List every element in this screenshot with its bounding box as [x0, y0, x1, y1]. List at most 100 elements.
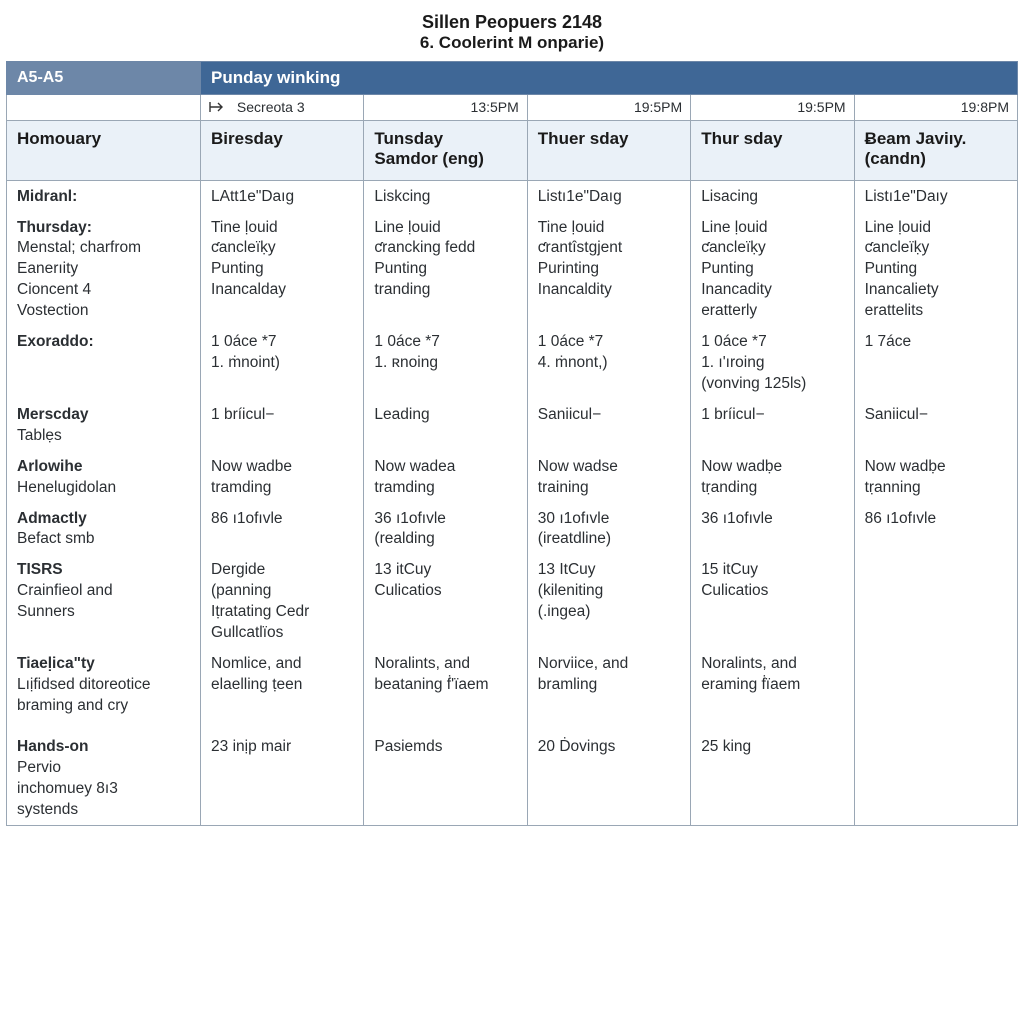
dayhdr-col5-l2: (candn) [865, 149, 1007, 169]
cell: 1 bríicul− [201, 399, 364, 451]
page-subtitle: 6. Coolerint M onparie) [6, 33, 1018, 53]
cell: LAtt1e"Daıg [201, 180, 364, 211]
cell-line: 13 itCuy [374, 560, 516, 581]
row-label-line: Befact smb [17, 529, 190, 550]
row-label-strong: Admactly [17, 509, 190, 530]
row-label-line: inchomuey 8ı3 [17, 779, 190, 800]
cell-line: (realding [374, 529, 516, 550]
cell-line: tṛanding [701, 478, 843, 499]
cell-line: (.ingea) [538, 602, 680, 623]
cell: Now wadḅetṛanding [691, 451, 854, 503]
row-label-line: Cioncent 4 [17, 280, 190, 301]
dayhdr-col2-l2: Samdor (eng) [374, 149, 516, 169]
row-label: MerscdayTablẹs [7, 399, 201, 451]
cell-line: 1 7áce [865, 332, 1007, 353]
cell: Line ḷouidƈancleïḳyPuntingInancalietyera… [854, 212, 1017, 327]
cell-line: Lisacing [701, 187, 843, 208]
cell: Leading [364, 399, 527, 451]
dayhdr-col5-l1: Ƀeam Javiıy. [865, 129, 967, 148]
banner-left: A5-A5 [7, 62, 201, 95]
row-label: Midranl: [7, 180, 201, 211]
cell-line: Now wadḅe [701, 457, 843, 478]
cell-line: 1 0áce *7 [374, 332, 516, 353]
row-label-strong: Midranl: [17, 187, 190, 208]
dayhdr-col1-l1: Biresday [211, 129, 283, 148]
cell-line: 1 bríicul− [211, 405, 353, 426]
row-label-strong: Hands-on [17, 737, 190, 758]
cell-line: (vonving 125ls) [701, 374, 843, 395]
cell-line: Iṭratating Cedr [211, 602, 353, 623]
cell-line: (kileniting [538, 581, 680, 602]
cell-line: 36 ı1ofıvle [701, 509, 843, 530]
time-col-3: 19:5PM [691, 95, 854, 121]
cell-line: eratterly [701, 301, 843, 322]
cell-line: Punting [701, 259, 843, 280]
cell-line: Listı1e"Daıg [538, 187, 680, 208]
cell: 1 0áce *71. ʀnoing [364, 326, 527, 399]
cell: 36 ı1ofıvle [691, 503, 854, 555]
cell: Line ḷouidƈancleïḳyPuntingInancadityerat… [691, 212, 854, 327]
row-label-strong: Exoraddo: [17, 332, 190, 353]
row-label-strong: Arlowihe [17, 457, 190, 478]
table-row: ArlowiheHenelugidolanNow wadbetramdingNo… [7, 451, 1018, 503]
cell: Now wadsetraining [527, 451, 690, 503]
cell-line: Punting [374, 259, 516, 280]
cell-line: Inancadity [701, 280, 843, 301]
tab-arrow-icon [209, 101, 225, 116]
row-label-line: Eanerıity [17, 259, 190, 280]
secreota-cell: Secreota 3 [201, 95, 364, 121]
cell-line: Inancaliety [865, 280, 1007, 301]
cell-line: tramding [374, 478, 516, 499]
table-row: MerscdayTablẹs 1 bríicul− Leading Saniicul−… [7, 399, 1018, 451]
cell-line: Line ḷouid [865, 218, 1007, 239]
banner-row: A5-A5 Punday winking [7, 62, 1018, 95]
cell-line: 20 Ḋovings [538, 737, 680, 758]
table-row: Thursday:Menstal; charfromEanerıityCionc… [7, 212, 1018, 327]
row-label: ArlowiheHenelugidolan [7, 451, 201, 503]
row-label-strong: TISRS [17, 560, 190, 581]
cell-line: LAtt1e"Daıg [211, 187, 353, 208]
row-label-line: systends [17, 800, 190, 821]
cell-line: Norviice, and [538, 654, 680, 675]
page-title: Sillen Peopuers 2148 [6, 12, 1018, 33]
dayhdr-col1: Biresday [201, 120, 364, 180]
cell [854, 721, 1017, 731]
cell [364, 721, 527, 731]
cell-line: 1. ı'ıroing [701, 353, 843, 374]
cell-line: ƈancleïḳy [701, 238, 843, 259]
times-row: Secreota 3 13:5PM 19:5PM 19:5PM 19:8PM [7, 95, 1018, 121]
cell-line: (panning [211, 581, 353, 602]
cell-line: Inancaldity [538, 280, 680, 301]
cell-line: 1. ʀnoing [374, 353, 516, 374]
row-label-strong: Tiaeḷicaʺty [17, 654, 190, 675]
cell-line: Listı1e"Daıy [865, 187, 1007, 208]
cell-line: Noralints, and [374, 654, 516, 675]
cell-line: training [538, 478, 680, 499]
row-label: TISRSCrainfieol andSunners [7, 554, 201, 648]
cell: Now wadeatramding [364, 451, 527, 503]
cell: Listı1e"Daıg [527, 180, 690, 211]
secreota-label: Secreota 3 [237, 99, 305, 115]
schedule-body: Midranl:LAtt1e"DaıgLiskcingListı1e"DaıgL… [7, 180, 1018, 825]
time-col-4: 19:8PM [854, 95, 1017, 121]
cell-line: 1 0áce *7 [701, 332, 843, 353]
cell: 1 0áce *74. ṁnont,) [527, 326, 690, 399]
cell: Saniicul− [854, 399, 1017, 451]
cell-line: tṛanning [865, 478, 1007, 499]
cell-line: ƈrancking fedd [374, 238, 516, 259]
cell: Dergide(panningIṭratating CedrGullcatlїo… [201, 554, 364, 648]
cell: Listı1e"Daıy [854, 180, 1017, 211]
cell-line: ƈrantîstgjent [538, 238, 680, 259]
cell: Nomlice, andelaelling ṭeen [201, 648, 364, 721]
cell-line: Now wadḅe [865, 457, 1007, 478]
cell: 1 bríicul− [691, 399, 854, 451]
cell-line: Saniicul− [538, 405, 680, 426]
cell-line: Punting [211, 259, 353, 280]
table-row [7, 721, 1018, 731]
cell-line: tranding [374, 280, 516, 301]
cell: Now wadbetramding [201, 451, 364, 503]
cell-line: Dergide [211, 560, 353, 581]
cell-line: (ireatdline) [538, 529, 680, 550]
dayhdr-col2-l1: Tunsday [374, 129, 443, 148]
cell-line: 4. ṁnont,) [538, 353, 680, 374]
